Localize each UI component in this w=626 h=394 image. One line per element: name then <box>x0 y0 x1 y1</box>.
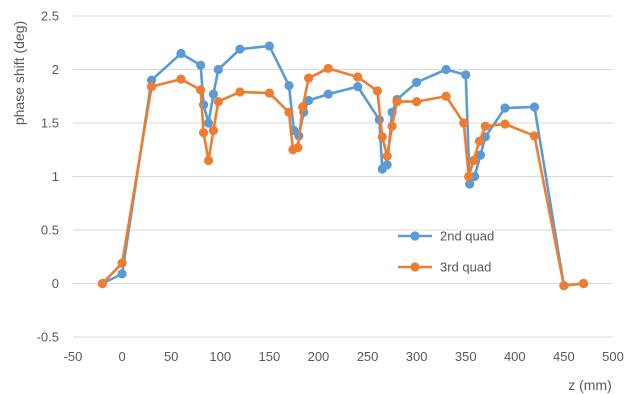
data-point <box>464 171 474 182</box>
data-point <box>392 97 402 107</box>
legend-swatch-marker <box>410 231 420 241</box>
data-point <box>293 143 303 153</box>
data-point <box>500 119 510 129</box>
x-tick-label: 100 <box>209 349 231 364</box>
data-point <box>412 97 422 107</box>
series-layer <box>97 41 589 291</box>
data-point <box>500 103 510 113</box>
data-point <box>377 132 387 142</box>
y-axis-title: phase shift (deg) <box>11 21 27 125</box>
legend-label: 3rd quad <box>440 260 491 275</box>
data-point <box>578 278 589 289</box>
legend-swatch-marker <box>410 262 420 272</box>
data-point <box>198 128 209 138</box>
data-point <box>298 102 308 112</box>
x-tick-label: 500 <box>602 349 624 364</box>
data-point <box>264 41 274 51</box>
data-point <box>323 63 333 74</box>
data-point <box>304 95 314 106</box>
x-tick-label: 0 <box>118 349 125 364</box>
x-tick-label: -50 <box>64 349 83 364</box>
data-point <box>97 278 108 289</box>
y-tick-label: 0.5 <box>41 223 59 238</box>
data-point <box>213 64 223 75</box>
data-point <box>208 89 218 99</box>
series-line <box>101 67 584 287</box>
data-point <box>480 121 490 131</box>
x-axis-title: z (mm) <box>568 377 612 393</box>
y-tick-label: -0.5 <box>37 330 59 345</box>
data-point <box>353 72 363 82</box>
data-point <box>196 60 206 70</box>
x-tick-label: 250 <box>357 349 379 364</box>
data-point <box>382 160 392 170</box>
data-point <box>146 82 157 92</box>
data-point <box>117 258 127 268</box>
data-point <box>304 73 314 83</box>
data-point <box>213 97 223 107</box>
data-point <box>441 91 451 101</box>
x-tick-label: 300 <box>406 349 428 364</box>
legend: 2nd quad 3rd quad <box>398 229 494 275</box>
y-tick-label: 2 <box>52 62 59 77</box>
data-point <box>474 136 485 146</box>
data-point <box>323 89 333 99</box>
series-line <box>101 44 584 287</box>
data-point <box>203 155 214 166</box>
x-tick-label: 450 <box>553 349 575 364</box>
gridlines <box>73 15 613 338</box>
series-1 <box>97 41 589 291</box>
y-tick-label: 1 <box>52 169 59 184</box>
data-point <box>441 64 451 75</box>
data-point <box>146 75 157 85</box>
x-tick-label: 150 <box>259 349 281 364</box>
data-point <box>529 131 540 141</box>
data-point <box>235 87 245 97</box>
data-point <box>468 155 479 166</box>
data-point <box>465 179 475 189</box>
data-point <box>475 150 486 160</box>
data-point <box>176 74 186 84</box>
y-tick-label: 1.5 <box>41 116 59 131</box>
y-tick-label: 2.5 <box>41 9 59 24</box>
x-tick-label: 400 <box>504 349 526 364</box>
data-point <box>382 151 392 161</box>
data-point <box>203 118 214 128</box>
x-tick-label: 350 <box>455 349 477 364</box>
data-point <box>235 44 245 54</box>
data-point <box>559 281 569 291</box>
data-point <box>412 77 422 87</box>
data-point <box>529 102 540 112</box>
data-point <box>372 86 382 96</box>
data-point <box>208 125 218 136</box>
data-point <box>461 70 471 80</box>
data-point <box>353 82 363 92</box>
data-point <box>387 121 397 131</box>
data-point <box>196 85 206 95</box>
series-2 <box>97 63 589 291</box>
data-point <box>117 269 127 279</box>
x-tick-label: 200 <box>308 349 330 364</box>
y-tick-label: 0 <box>52 276 59 291</box>
data-point <box>284 107 294 117</box>
legend-label: 2nd quad <box>440 229 494 244</box>
data-point <box>264 88 274 98</box>
legend-item: 2nd quad <box>398 229 494 244</box>
data-point <box>284 80 294 91</box>
x-tick-label: 50 <box>164 349 178 364</box>
legend-item: 3rd quad <box>398 260 491 275</box>
axes: -0.5 0 0.5 1 1.5 2 2.5 -50 0 50 100 150 200 250 300 350… <box>37 9 624 365</box>
data-point <box>459 118 469 128</box>
data-point <box>176 48 186 59</box>
